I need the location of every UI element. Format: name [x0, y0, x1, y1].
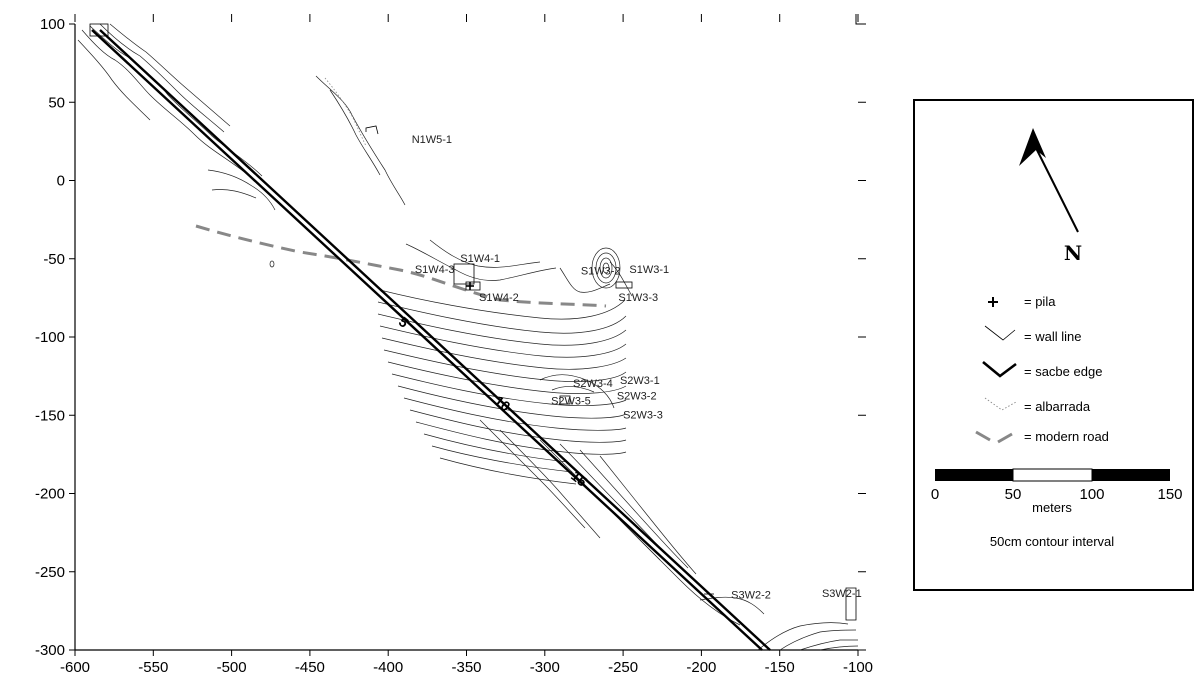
- x-tick-label: -400: [373, 659, 403, 676]
- y-axis: 100 50 0 -50 -100 -150 -200 -250 -300: [35, 16, 866, 659]
- sacbe-road: [91, 29, 771, 651]
- scale-tick-label: 100: [1079, 486, 1104, 503]
- x-tick-label: -500: [217, 659, 247, 676]
- y-tick-label: 0: [57, 173, 65, 190]
- north-arrow-icon: [1019, 128, 1079, 233]
- y-tick-label: -150: [35, 407, 65, 424]
- site-label: S2W3-1: [620, 375, 660, 387]
- x-tick-label: -250: [608, 659, 638, 676]
- albarrada-line: [324, 77, 367, 147]
- albarrada-icon: [984, 397, 1017, 411]
- y-tick-label: 50: [48, 94, 65, 111]
- legend-item-albarrada: = albarrada: [1024, 399, 1091, 414]
- modern-road-icon: [975, 430, 1013, 444]
- x-tick-label: -150: [765, 659, 795, 676]
- x-axis: -600 -550 -500 -450 -400 -350 -300 -250 -200 -150…: [60, 14, 873, 676]
- scale-tick-label: 0: [931, 486, 939, 503]
- y-tick-label: -250: [35, 564, 65, 581]
- x-tick-label: -550: [138, 659, 168, 676]
- legend-items: = pila = wall line = sacbe edge = albarrada…: [1024, 294, 1109, 444]
- north-label: N: [1064, 241, 1082, 265]
- x-tick-label: -200: [686, 659, 716, 676]
- site-label: S3W2-1: [822, 588, 862, 600]
- scale-bar: [935, 468, 1170, 482]
- site-label: S1W3-2: [581, 265, 621, 277]
- plot-frame: [74, 14, 866, 651]
- km-marker-label: 15: [568, 468, 590, 490]
- site-structures: [89, 23, 857, 621]
- sacbe-edge-icon: [982, 360, 1017, 378]
- wall-line-icon: [984, 325, 1016, 341]
- site-label: N1W5-1: [412, 134, 452, 146]
- x-tick-label: -300: [530, 659, 560, 676]
- scale-tick-labels: 0 50 100 150: [931, 486, 1183, 503]
- legend-item-sacbe-edge: = sacbe edge: [1024, 364, 1102, 379]
- pila-marker: [466, 282, 474, 290]
- site-label: S2W3-3: [623, 409, 663, 421]
- site-label: S1W3-3: [618, 292, 658, 304]
- site-label: S3W2-2: [731, 589, 771, 601]
- site-label: S1W4-1: [460, 253, 500, 265]
- km-marker-label: 5: [396, 313, 412, 331]
- legend-item-pila: = pila: [1024, 294, 1056, 309]
- site-label: S2W3-2: [617, 391, 657, 403]
- legend-box: N = pila = wall line = sacbe edge = albarra…: [913, 99, 1194, 591]
- y-tick-label: -300: [35, 642, 65, 659]
- x-tick-label: -600: [60, 659, 90, 676]
- contour-lines: [77, 23, 859, 651]
- contour-interval-note: 50cm contour interval: [990, 534, 1114, 549]
- site-label: S2W3-5: [551, 395, 591, 407]
- y-tick-label: -200: [35, 486, 65, 503]
- scale-unit: meters: [1032, 500, 1072, 515]
- site-labels: N1W5-1 S1W4-1 S1W4-3 S1W4-2 S1W3-2 S1W3-1 S1W3…: [412, 134, 862, 601]
- y-tick-label: 100: [40, 16, 65, 33]
- x-tick-label: -100: [843, 659, 873, 676]
- scale-tick-label: 50: [1005, 486, 1022, 503]
- scale-tick-label: 150: [1157, 486, 1182, 503]
- y-tick-label: -50: [43, 251, 65, 268]
- site-label: S1W4-2: [479, 292, 519, 304]
- legend-item-modern-road: = modern road: [1024, 429, 1109, 444]
- modern-road: [195, 224, 607, 308]
- site-label: S1W4-3: [415, 264, 455, 276]
- x-tick-label: -450: [295, 659, 325, 676]
- legend-item-wall-line: = wall line: [1024, 329, 1081, 344]
- x-tick-label: -350: [451, 659, 481, 676]
- pila-icon: [988, 297, 998, 307]
- site-label: S1W3-1: [629, 264, 669, 276]
- site-label: S2W3-4: [573, 378, 613, 390]
- y-tick-label: -100: [35, 329, 65, 346]
